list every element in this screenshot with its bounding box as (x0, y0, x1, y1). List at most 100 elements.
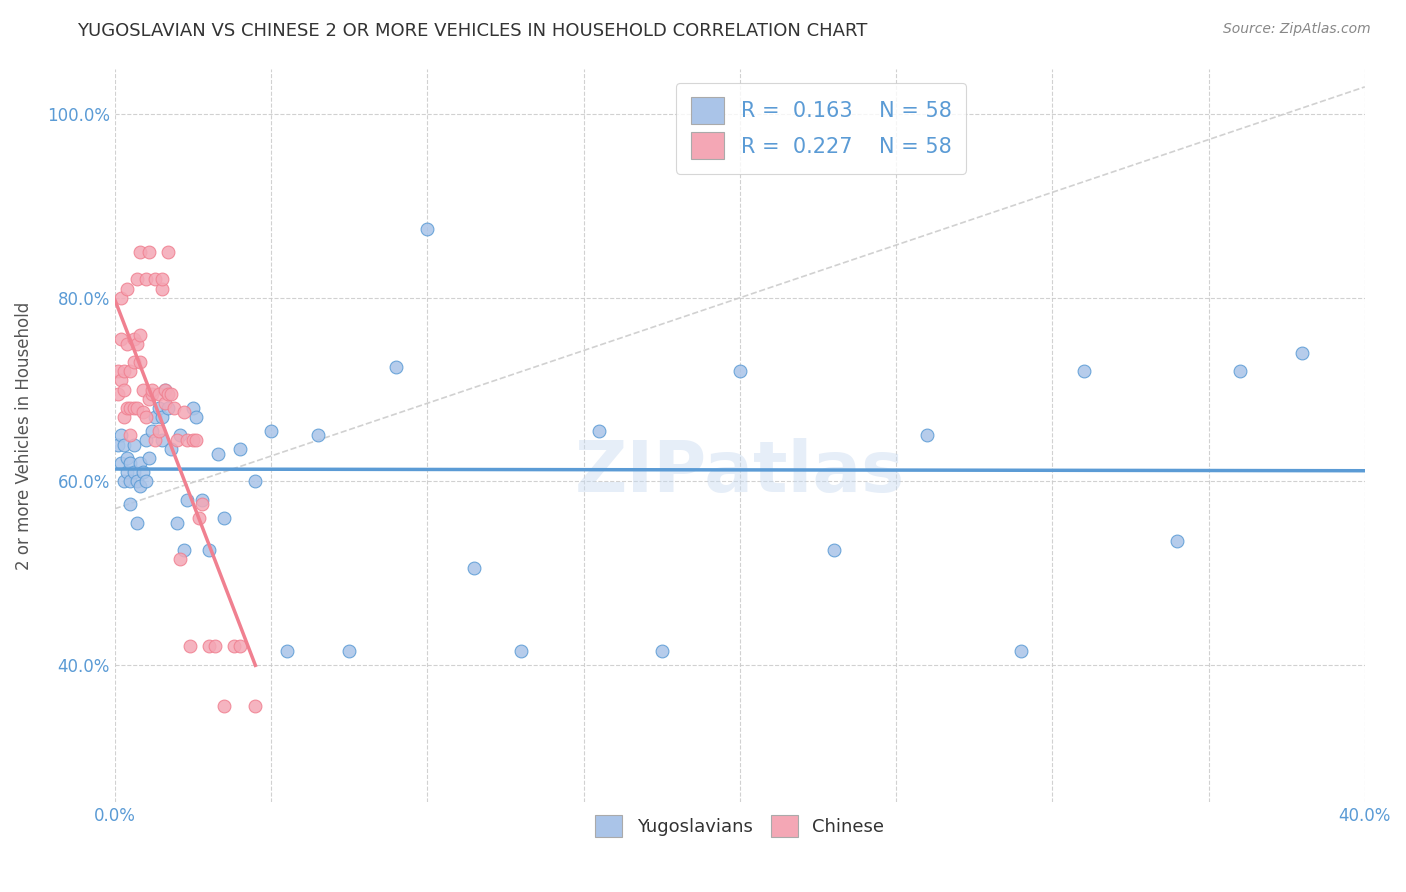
Point (125, 336, 148, 351)
Point (112, 437, 135, 451)
Point (150, 410, 173, 425)
Point (122, 437, 145, 451)
Point (107, 387, 129, 401)
Point (1010, 644, 1032, 658)
Point (145, 410, 167, 425)
Point (1291, 346, 1313, 360)
Point (184, 410, 207, 425)
Point (212, 511, 235, 525)
Point (138, 244, 160, 259)
Point (245, 475, 267, 489)
Point (181, 401, 204, 415)
Point (204, 640, 226, 654)
Point (128, 456, 150, 470)
Point (122, 465, 145, 479)
Point (117, 451, 139, 466)
Point (138, 451, 160, 466)
Point (176, 433, 198, 447)
Point (260, 424, 283, 438)
Point (112, 364, 135, 378)
Text: YUGOSLAVIAN VS CHINESE 2 OR MORE VEHICLES IN HOUSEHOLD CORRELATION CHART: YUGOSLAVIAN VS CHINESE 2 OR MORE VEHICLE… (77, 22, 868, 40)
Point (823, 543, 845, 558)
Point (156, 401, 179, 415)
Point (117, 282, 139, 296)
Point (385, 359, 408, 374)
Point (120, 456, 142, 470)
Point (135, 272, 157, 286)
Point (207, 447, 229, 461)
Point (160, 387, 183, 401)
Point (148, 401, 170, 415)
Point (122, 401, 145, 415)
Point (191, 497, 214, 511)
Point (651, 644, 673, 658)
Point (917, 428, 939, 442)
Point (128, 327, 150, 342)
Point (181, 433, 204, 447)
Point (117, 336, 139, 351)
Point (307, 428, 329, 442)
Text: ZIPatlas: ZIPatlas (575, 438, 905, 507)
Point (153, 383, 176, 397)
Point (110, 428, 132, 442)
Point (153, 396, 176, 410)
Point (135, 410, 157, 425)
Point (128, 479, 150, 493)
Point (117, 401, 139, 415)
Point (222, 640, 245, 654)
Point (150, 272, 173, 286)
Point (337, 644, 360, 658)
Point (728, 364, 751, 378)
Point (191, 492, 214, 507)
Point (1229, 364, 1251, 378)
Point (1166, 533, 1188, 548)
Point (122, 332, 145, 346)
Point (169, 428, 191, 442)
Point (110, 456, 132, 470)
Point (125, 516, 148, 530)
Point (148, 387, 170, 401)
Text: Source: ZipAtlas.com: Source: ZipAtlas.com (1223, 22, 1371, 37)
Point (229, 442, 252, 457)
Point (117, 465, 139, 479)
Point (110, 291, 132, 305)
Point (120, 428, 142, 442)
Point (135, 433, 157, 447)
Point (120, 497, 142, 511)
Point (112, 475, 135, 489)
Point (148, 424, 170, 438)
Point (125, 272, 148, 286)
Point (110, 373, 132, 387)
Point (1073, 364, 1095, 378)
Point (132, 405, 155, 419)
Point (160, 442, 183, 457)
Point (141, 424, 163, 438)
Point (173, 405, 195, 419)
Point (107, 437, 129, 451)
Point (120, 475, 142, 489)
Point (150, 433, 173, 447)
Point (176, 492, 198, 507)
Point (510, 644, 533, 658)
Point (463, 561, 485, 575)
Point (128, 355, 150, 369)
Point (197, 543, 219, 558)
Point (184, 433, 207, 447)
Point (122, 355, 145, 369)
Point (153, 383, 176, 397)
Point (125, 475, 148, 489)
Point (112, 410, 135, 425)
Point (145, 272, 167, 286)
Point (179, 640, 201, 654)
Point (212, 698, 235, 713)
Point (125, 401, 148, 415)
Point (141, 383, 163, 397)
Point (141, 387, 163, 401)
Legend: Yugoslavians, Chinese: Yugoslavians, Chinese (588, 808, 891, 845)
Point (138, 392, 160, 406)
Point (588, 424, 610, 438)
Point (169, 552, 191, 566)
Point (276, 644, 298, 658)
Point (112, 383, 135, 397)
Point (132, 383, 155, 397)
